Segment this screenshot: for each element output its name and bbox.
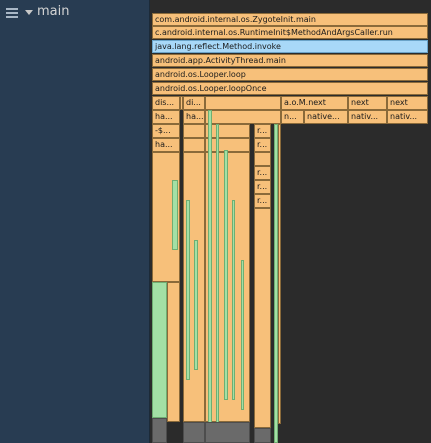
frame-system[interactable]: [224, 150, 228, 400]
frame-system[interactable]: [241, 260, 244, 410]
frame-run-r5[interactable]: r...: [254, 194, 271, 208]
frame-native-poll-once-c[interactable]: native...: [304, 110, 348, 124]
frame-system[interactable]: [172, 180, 178, 250]
frame-zygote-init-main[interactable]: com.android.internal.os.ZygoteInit.main: [152, 13, 428, 26]
frame-dispatch-message-a[interactable]: dis...: [152, 96, 180, 110]
hamburger-menu-icon[interactable]: [6, 8, 18, 18]
frame-system[interactable]: [194, 240, 198, 370]
frame-idle[interactable]: [183, 422, 205, 443]
frame-message-queue-next[interactable]: a.o.M.next: [281, 96, 348, 110]
frame-idle[interactable]: [254, 428, 271, 443]
frame-block[interactable]: [183, 124, 205, 138]
frame-idle[interactable]: [152, 418, 167, 443]
frame-dispatch-message-b[interactable]: di...: [183, 96, 205, 110]
frame-run-r3[interactable]: r...: [254, 166, 271, 180]
frame-block[interactable]: [205, 96, 281, 110]
flame-chart[interactable]: com.android.internal.os.ZygoteInit.main …: [150, 0, 431, 443]
frame-run-r2[interactable]: r...: [254, 138, 271, 152]
frame-method-and-args-caller-run[interactable]: c.android.internal.os.RuntimeInit$Method…: [152, 26, 428, 39]
frame-next-d[interactable]: next: [348, 96, 387, 110]
frame-system[interactable]: [208, 110, 212, 440]
frame-next-e[interactable]: next: [387, 96, 428, 110]
frame-block[interactable]: [254, 152, 271, 166]
frame-block[interactable]: [278, 124, 281, 424]
frame-block[interactable]: [183, 138, 205, 152]
frame-handler-a2[interactable]: ha...: [152, 138, 180, 152]
frame-handler-b[interactable]: ha...: [183, 110, 205, 124]
frame-activity-thread-main[interactable]: android.app.ActivityThread.main: [152, 54, 428, 67]
frame-system[interactable]: [152, 282, 167, 418]
frame-native-c-short[interactable]: n...: [281, 110, 304, 124]
frame-native-poll-once-d[interactable]: nativ...: [348, 110, 387, 124]
frame-method-invoke[interactable]: java.lang.reflect.Method.invoke: [152, 40, 428, 53]
frame-run-r4[interactable]: r...: [254, 180, 271, 194]
frame-block[interactable]: [180, 96, 183, 110]
frame-system[interactable]: [216, 124, 219, 424]
frame-looper-loop-once[interactable]: android.os.Looper.loopOnce: [152, 82, 428, 95]
frame-lambda-a[interactable]: -$...: [152, 124, 180, 138]
thread-row-main[interactable]: main: [0, 0, 150, 26]
thread-name-label: main: [37, 4, 70, 19]
frame-run-r1[interactable]: r...: [254, 124, 271, 138]
frame-idle[interactable]: [205, 422, 250, 443]
frame-system[interactable]: [232, 200, 235, 400]
frame-block[interactable]: [167, 282, 180, 422]
frame-block[interactable]: [205, 110, 281, 124]
chevron-down-icon[interactable]: [25, 10, 33, 15]
frame-block[interactable]: [254, 208, 271, 428]
thread-sidebar: main: [0, 0, 150, 443]
frame-native-poll-once-e[interactable]: nativ...: [387, 110, 428, 124]
frame-handler-a[interactable]: ha...: [152, 110, 180, 124]
frame-system[interactable]: [186, 200, 190, 380]
frame-looper-loop[interactable]: android.os.Looper.loop: [152, 68, 428, 81]
